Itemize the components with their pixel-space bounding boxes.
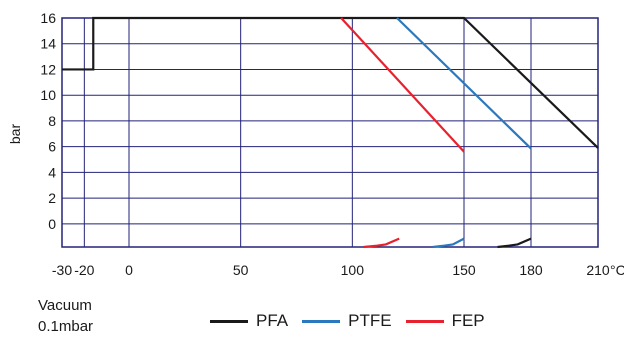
legend: PFA PTFE FEP [210, 310, 499, 332]
y-tick-label: 16 [40, 10, 56, 26]
legend-swatch-ptfe [302, 319, 341, 323]
x-tick-label: 150 [452, 262, 476, 278]
legend-item-pfa: PFA [210, 311, 288, 331]
vacuum-label-line2: 0.1mbar [38, 318, 94, 335]
x-tick-label: 210 [586, 262, 610, 278]
grid-lines [62, 17, 598, 247]
legend-swatch-pfa [210, 319, 248, 323]
legend-label-fep: FEP [451, 311, 485, 330]
vacuum-label-line1: Vacuum [38, 297, 92, 314]
legend-item-ptfe: PTFE [302, 311, 392, 331]
y-tick-label: 8 [48, 113, 56, 129]
vacuum-line-ptfe [432, 237, 465, 249]
series-line-ptfe [396, 17, 532, 150]
y-axis-label: bar [7, 124, 23, 145]
legend-item-fep: FEP [405, 311, 485, 331]
y-tick-label: 10 [40, 87, 56, 103]
legend-swatch-fep [405, 319, 444, 323]
y-tick-label: 4 [48, 164, 56, 180]
tick-labels: -30 -20 0 50 100 150 180 210 °C 0 2 4 6 8 10 12 14 16 [40, 10, 624, 278]
vacuum-line-fep [363, 237, 400, 249]
x-tick-label: 0 [125, 262, 133, 278]
y-tick-label: 2 [48, 190, 56, 206]
plot-frame [61, 17, 599, 248]
series-line-pfa [62, 16, 599, 149]
legend-label-ptfe: PTFE [348, 311, 392, 330]
series-layer [62, 16, 599, 249]
vacuum-line-pfa [497, 237, 532, 249]
x-tick-label: -30 [52, 262, 72, 278]
x-unit-label: °C [610, 262, 624, 278]
x-tick-label: 100 [341, 262, 365, 278]
series-line-fep [340, 17, 465, 153]
x-tick-label: -20 [74, 262, 94, 278]
x-tick-label: 180 [519, 262, 543, 278]
y-tick-label: 0 [48, 216, 56, 232]
y-tick-label: 12 [40, 61, 56, 77]
legend-label-pfa: PFA [256, 311, 289, 330]
vacuum-note: Vacuum 0.1mbar [38, 295, 93, 337]
y-tick-label: 6 [48, 139, 56, 155]
x-tick-label: 50 [233, 262, 249, 278]
y-tick-label: 14 [40, 36, 56, 52]
